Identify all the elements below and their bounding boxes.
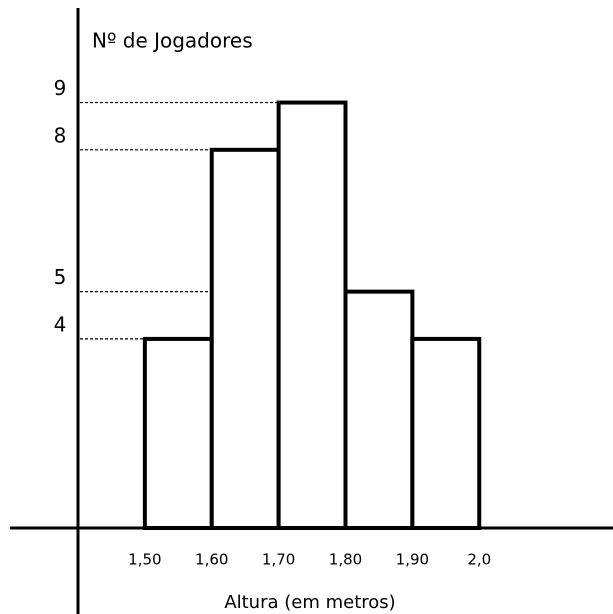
- x-tick-label: 1,90: [396, 551, 429, 569]
- y-axis-title: Nº de Jogadores: [92, 29, 253, 53]
- x-tick-label: 1,70: [262, 551, 295, 569]
- bar: [142, 336, 214, 530]
- x-tick-label: 1,50: [128, 551, 161, 569]
- bar: [410, 336, 482, 530]
- bar: [209, 147, 281, 530]
- y-tick-label: 4: [54, 312, 67, 336]
- bar: [343, 289, 415, 530]
- y-tick-label: 8: [54, 123, 67, 147]
- y-tick-label: 5: [54, 265, 67, 289]
- bar: [276, 100, 348, 531]
- x-tick-label: 1,60: [195, 551, 228, 569]
- y-tick-label: 9: [54, 76, 67, 100]
- x-tick-label: 2,0: [467, 551, 491, 569]
- x-axis-title: Altura (em metros): [224, 592, 395, 613]
- x-tick-label: 1,80: [329, 551, 362, 569]
